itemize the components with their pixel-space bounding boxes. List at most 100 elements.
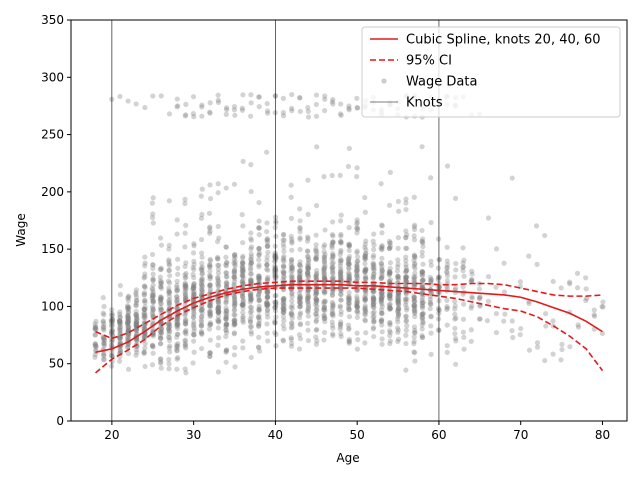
scatter-point (330, 264, 336, 270)
scatter-point (387, 332, 393, 339)
scatter-point (199, 275, 205, 282)
scatter-point (239, 290, 245, 297)
scatter-point (444, 306, 450, 313)
scatter-point (175, 331, 181, 337)
scatter-point (232, 267, 238, 273)
scatter-point (362, 267, 369, 273)
scatter-point (346, 261, 352, 267)
scatter-point (305, 265, 311, 271)
scatter-point (198, 282, 204, 288)
scatter-point (183, 283, 189, 289)
scatter-point (354, 173, 360, 180)
scatter-point (109, 332, 115, 339)
scatter-point (256, 303, 262, 309)
scatter-point (321, 329, 328, 336)
scatter-point (256, 306, 262, 312)
scatter-point (232, 301, 238, 307)
scatter-point (248, 308, 255, 314)
scatter-point (338, 276, 344, 282)
scatter-point (371, 319, 377, 325)
scatter-point (296, 299, 303, 305)
scatter-point (338, 333, 344, 340)
scatter-point (198, 278, 204, 284)
scatter-point (248, 304, 254, 311)
scatter-point (305, 274, 312, 280)
scatter-point (379, 303, 385, 310)
scatter-point (256, 232, 262, 238)
scatter-point (387, 292, 393, 298)
scatter-point (469, 271, 475, 277)
scatter-point (297, 262, 303, 268)
scatter-point (207, 303, 213, 309)
scatter-point (362, 311, 368, 317)
scatter-point (395, 313, 401, 320)
scatter-point (468, 327, 474, 333)
scatter-point (126, 324, 132, 330)
scatter-point (117, 319, 123, 325)
scatter-point (214, 238, 221, 245)
scatter-point (403, 317, 410, 323)
scatter-point (288, 336, 294, 342)
scatter-point (158, 283, 164, 290)
scatter-point (395, 338, 401, 345)
scatter-point (411, 334, 417, 340)
scatter-point (403, 367, 409, 373)
scatter-point (133, 320, 139, 326)
scatter-point (403, 318, 409, 324)
scatter-point (378, 275, 384, 282)
scatter-point (281, 274, 287, 280)
scatter-point (191, 281, 197, 287)
scatter-point (387, 306, 394, 312)
scatter-point (240, 302, 246, 308)
scatter-point (583, 275, 589, 281)
scatter-point (207, 303, 213, 309)
scatter-point (231, 303, 238, 309)
scatter-point (313, 299, 319, 305)
scatter-point (141, 306, 147, 312)
scatter-point (174, 318, 181, 325)
scatter-point (427, 299, 433, 305)
scatter-point (256, 275, 262, 281)
scatter-point (101, 340, 107, 346)
scatter-point (256, 291, 262, 297)
scatter-point (216, 301, 222, 307)
scatter-point (125, 319, 131, 326)
scatter-point (583, 286, 589, 292)
scatter-point (166, 111, 173, 117)
scatter-point (419, 295, 426, 301)
scatter-point (379, 272, 385, 278)
scatter-point (248, 291, 254, 297)
scatter-point (149, 343, 155, 349)
scatter-point (379, 255, 385, 261)
scatter-point (452, 316, 458, 322)
scatter-point (247, 262, 254, 268)
scatter-point (166, 325, 172, 331)
scatter-point (215, 342, 221, 348)
scatter-point (133, 322, 139, 328)
scatter-point (330, 274, 336, 280)
ci-upper-line (95, 280, 603, 340)
scatter-point (363, 292, 369, 298)
scatter-point (346, 107, 352, 113)
scatter-point (395, 298, 401, 304)
scatter-point (150, 318, 156, 324)
scatter-point (215, 306, 221, 313)
scatter-point (248, 265, 254, 271)
scatter-point (420, 277, 426, 283)
scatter-point (354, 221, 360, 227)
scatter-point (330, 313, 336, 319)
scatter-point (166, 298, 172, 304)
scatter-point (330, 276, 336, 282)
scatter-point (297, 274, 303, 281)
scatter-point (265, 267, 271, 273)
scatter-point (165, 334, 172, 340)
scatter-point (386, 268, 392, 274)
scatter-point (330, 325, 336, 331)
scatter-point (297, 299, 303, 305)
scatter-point (264, 239, 270, 246)
scatter-point (452, 285, 459, 291)
scatter-point (101, 303, 107, 310)
scatter-point (394, 308, 401, 314)
scatter-point (150, 331, 156, 337)
